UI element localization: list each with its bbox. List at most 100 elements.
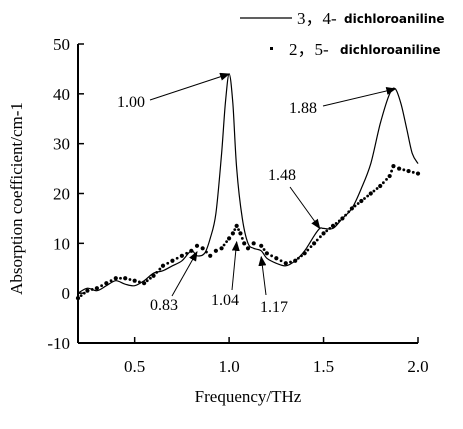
- legend: 3，4- dichloroaniline 2，5- dichloroanilin…: [240, 9, 445, 59]
- data-point: [200, 246, 205, 251]
- annotation-label: 1.04: [211, 292, 239, 309]
- series-dot: [262, 248, 266, 251]
- series-dot: [402, 168, 406, 172]
- annotation-arrow: [322, 87, 397, 107]
- data-point: [189, 248, 194, 253]
- data-point: [113, 276, 118, 281]
- data-point: [283, 261, 288, 266]
- data-point: [321, 231, 326, 236]
- x-tick-label: 1.5: [313, 357, 334, 376]
- annotation-arrow: [289, 186, 321, 230]
- data-point: [368, 191, 373, 196]
- legend-series-1-number: 3，4-: [297, 9, 337, 28]
- series-dot: [79, 294, 83, 298]
- series-dot: [375, 187, 379, 190]
- data-point: [213, 248, 218, 253]
- data-point: [142, 281, 147, 286]
- series-layer: [75, 73, 421, 301]
- legend-series-1-name: dichloroaniline: [344, 12, 445, 26]
- series-dot: [306, 248, 310, 252]
- annotation-arrow: [171, 250, 198, 297]
- legend-dot-swatch: [270, 47, 273, 50]
- x-tick-label: 0.5: [124, 357, 145, 376]
- series-dot: [240, 236, 244, 240]
- annotation-label: 1.48: [268, 167, 296, 184]
- series-dot: [372, 189, 376, 193]
- data-point: [330, 223, 336, 228]
- y-tick-label: 10: [53, 234, 70, 253]
- series-dot: [381, 181, 385, 185]
- series-dot: [363, 197, 366, 200]
- data-point: [151, 273, 156, 278]
- series-dot: [319, 235, 322, 239]
- series-dot: [128, 278, 132, 281]
- data-point: [391, 163, 396, 169]
- series-dot: [109, 279, 113, 283]
- series-dots-2: [75, 163, 421, 301]
- series-dot: [279, 259, 283, 263]
- x-axis-title: Frequency/THz: [195, 387, 302, 406]
- data-point: [104, 281, 109, 286]
- y-tick-label: 50: [53, 35, 70, 54]
- data-point: [264, 251, 269, 256]
- annotations: 1.00 1.88 1.48 0.83 1.04 1.17: [117, 72, 397, 316]
- series-dot: [325, 229, 329, 233]
- x-tick-label: 2.0: [407, 357, 428, 376]
- legend-series-2-name: dichloroaniline: [340, 43, 441, 57]
- series-dot: [270, 254, 274, 258]
- data-point: [378, 183, 383, 189]
- series-dot: [289, 260, 292, 264]
- data-point: [234, 223, 239, 228]
- y-tick-label: 30: [53, 135, 70, 154]
- data-point: [359, 198, 364, 204]
- series-dot: [385, 177, 388, 181]
- data-point: [340, 216, 345, 221]
- data-point: [179, 253, 184, 258]
- y-ticks: -10 0 10 20 30 40 50: [47, 35, 84, 353]
- series-dot: [100, 284, 104, 288]
- series-dot: [155, 271, 159, 274]
- annotation-label: 1.00: [117, 94, 145, 111]
- series-dot: [337, 219, 341, 223]
- series-dot: [158, 267, 162, 271]
- series-dot: [347, 210, 351, 214]
- data-point: [415, 171, 421, 176]
- data-point: [160, 263, 166, 268]
- data-point: [397, 166, 402, 171]
- series-line-1: [77, 73, 419, 294]
- data-point: [219, 246, 224, 251]
- annotation-label: 0.83: [150, 297, 178, 314]
- data-point: [242, 241, 247, 246]
- series-dot: [175, 256, 179, 260]
- y-tick-label: 40: [53, 85, 70, 104]
- series-dot: [237, 228, 240, 232]
- series-dot: [296, 256, 300, 260]
- series-dot: [328, 226, 332, 230]
- data-point: [208, 253, 213, 258]
- series-dot: [205, 250, 208, 254]
- series-dot: [225, 240, 228, 244]
- data-point: [238, 231, 243, 236]
- series-dot: [390, 169, 393, 173]
- annotation-label: 1.88: [289, 100, 317, 117]
- data-point: [194, 243, 200, 248]
- data-point: [302, 251, 307, 256]
- series-dot: [166, 261, 170, 265]
- data-point: [227, 236, 232, 241]
- data-point: [259, 243, 264, 248]
- series-dot: [315, 238, 319, 242]
- data-point: [387, 173, 392, 179]
- data-point: [245, 246, 251, 251]
- annotation-arrow: [149, 72, 231, 101]
- data-point: [85, 288, 90, 293]
- data-point: [274, 256, 279, 261]
- series-dot: [149, 276, 152, 280]
- x-ticks: 0.5 1.0 1.5 2.0: [124, 337, 429, 376]
- y-tick-label: 20: [53, 185, 70, 204]
- data-point: [349, 206, 354, 211]
- series-dot: [233, 228, 237, 232]
- series-dot: [185, 251, 189, 255]
- data-point: [406, 168, 411, 174]
- data-point: [251, 241, 256, 246]
- series-dot: [145, 279, 149, 283]
